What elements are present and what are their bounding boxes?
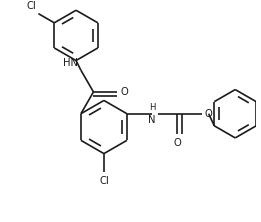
Text: O: O [204,109,212,119]
Text: N: N [148,115,156,125]
Text: HN: HN [63,58,79,68]
Text: O: O [173,138,181,148]
Text: Cl: Cl [99,176,109,186]
Text: H: H [149,103,155,112]
Text: O: O [120,87,128,97]
Text: Cl: Cl [26,1,36,11]
